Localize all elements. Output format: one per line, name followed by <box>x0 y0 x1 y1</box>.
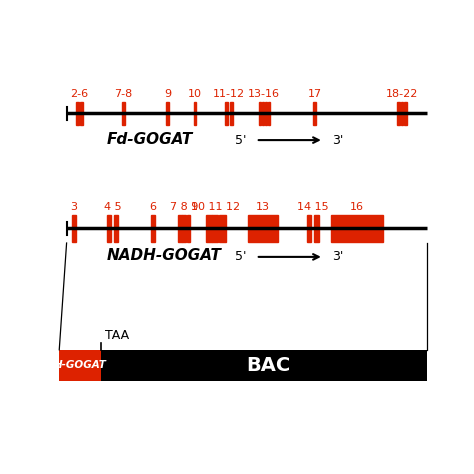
Bar <box>72 215 76 242</box>
Bar <box>267 101 270 125</box>
Text: 14 15: 14 15 <box>297 202 328 212</box>
Text: 16,051 bp: 16,051 bp <box>105 356 169 369</box>
Bar <box>187 215 191 242</box>
Text: 17: 17 <box>308 89 322 99</box>
Bar <box>194 101 196 125</box>
Text: 16: 16 <box>350 202 364 212</box>
Bar <box>206 215 212 242</box>
Bar <box>225 101 228 125</box>
Bar <box>262 101 264 125</box>
Bar <box>107 215 111 242</box>
Bar <box>314 215 319 242</box>
Bar <box>259 101 261 125</box>
Text: 5': 5' <box>235 250 246 264</box>
Bar <box>151 215 155 242</box>
Bar <box>59 350 427 381</box>
Text: 6: 6 <box>149 202 156 212</box>
Bar <box>219 215 226 242</box>
Bar <box>230 101 233 125</box>
Bar <box>76 101 79 125</box>
Bar <box>122 101 125 125</box>
Text: NADH-GOGAT: NADH-GOGAT <box>107 248 222 263</box>
Text: 4 5: 4 5 <box>104 202 121 212</box>
Text: 3: 3 <box>71 202 77 212</box>
Text: 10 11 12: 10 11 12 <box>191 202 240 212</box>
Text: BAC: BAC <box>246 356 291 375</box>
Text: H-GOGAT: H-GOGAT <box>54 360 107 370</box>
Text: Fd-GOGAT: Fd-GOGAT <box>107 131 193 146</box>
Bar <box>178 215 182 242</box>
Text: 3': 3' <box>332 250 344 264</box>
Bar <box>166 101 169 125</box>
Text: TAA: TAA <box>105 329 129 342</box>
Text: 13-16: 13-16 <box>248 89 280 99</box>
Bar <box>264 101 267 125</box>
Text: 11-12: 11-12 <box>213 89 245 99</box>
Text: 7-8: 7-8 <box>114 89 133 99</box>
Bar <box>307 215 311 242</box>
Bar <box>397 101 400 125</box>
Bar <box>331 215 383 242</box>
Bar <box>59 350 101 381</box>
Bar <box>182 215 186 242</box>
Bar <box>401 101 403 125</box>
Bar <box>248 215 278 242</box>
Bar <box>80 101 83 125</box>
Text: 10: 10 <box>188 89 202 99</box>
Text: 5': 5' <box>235 134 246 146</box>
Bar <box>114 215 118 242</box>
Bar <box>313 101 316 125</box>
Text: 2-6: 2-6 <box>71 89 89 99</box>
Text: 7 8 9: 7 8 9 <box>170 202 198 212</box>
Text: 18-22: 18-22 <box>386 89 418 99</box>
Bar <box>212 215 219 242</box>
Bar <box>404 101 407 125</box>
Text: 3': 3' <box>332 134 344 146</box>
Text: 9: 9 <box>164 89 171 99</box>
Text: 13: 13 <box>256 202 270 212</box>
